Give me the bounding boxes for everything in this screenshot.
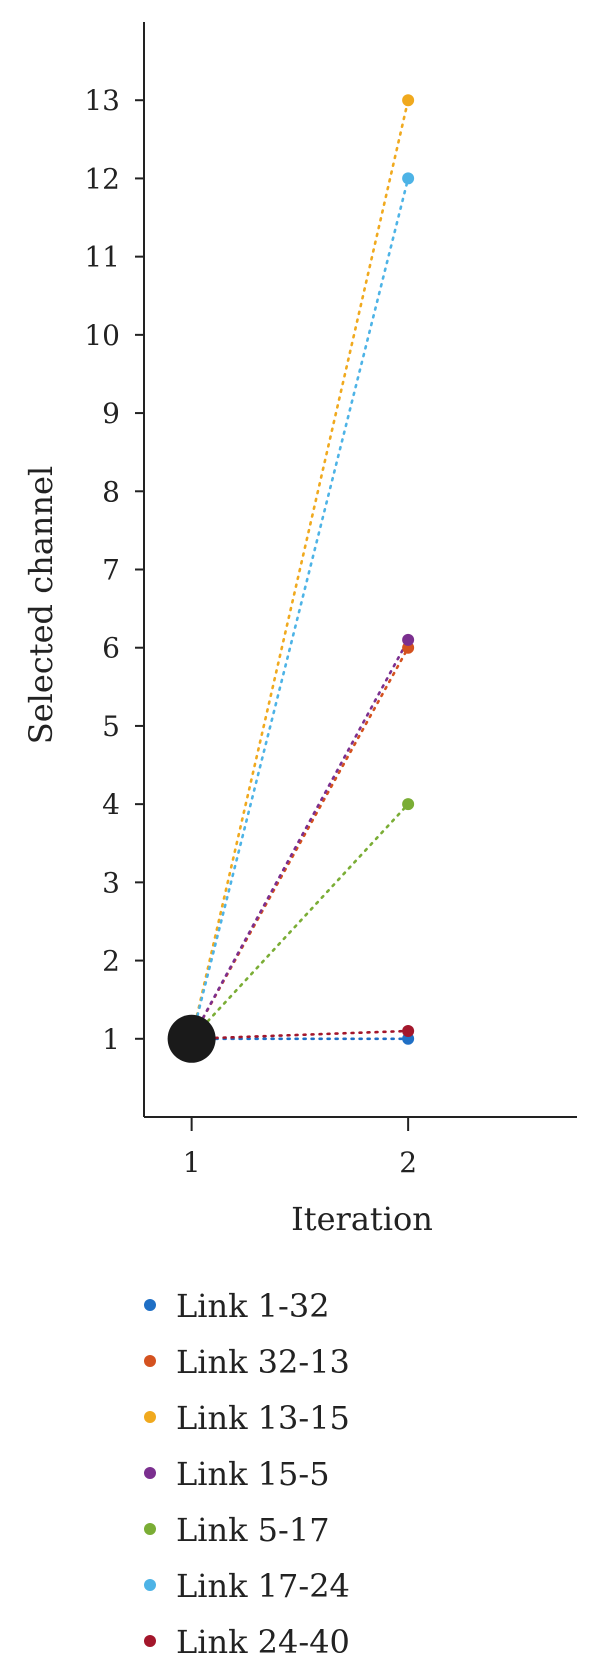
legend: Link 1-32 Link 32-13 Link 13-15 Link 15-5 Li… [144,1287,350,1661]
legend-label: Link 15-5 [176,1455,330,1493]
start-point-marker [167,1014,216,1063]
y-tick-label: 10 [84,319,120,352]
legend-marker [144,1355,156,1367]
data-point-4 [402,633,415,646]
legend-label: Link 17-24 [176,1567,350,1605]
y-tick-label: 13 [84,84,120,117]
series-points [167,94,415,1063]
y-tick-label: 9 [102,397,120,430]
y-tick-label: 11 [84,241,120,274]
legend-label: Link 1-32 [176,1287,330,1325]
series-line-4 [190,638,410,1041]
x-tick-label: 2 [399,1146,417,1179]
x-tick-label: 1 [183,1146,201,1179]
y-tick-label: 5 [102,710,120,743]
y-tick-label: 3 [102,866,120,899]
series-line-5 [190,802,410,1041]
legend-marker [144,1299,156,1311]
y-tick-label: 6 [102,632,120,665]
legend-label: Link 5-17 [176,1511,330,1549]
series-line-3 [190,98,410,1041]
series-line-6 [190,177,410,1041]
legend-marker [144,1579,156,1591]
legend-marker [144,1467,156,1479]
data-point-5 [402,798,415,811]
legend-marker [144,1523,156,1535]
legend-marker [144,1635,156,1647]
series-lines [190,98,410,1041]
legend-marker [144,1411,156,1423]
y-tick-label: 12 [84,162,120,195]
x-axis-title: Iteration [291,1200,433,1238]
y-tick-label: 1 [102,1023,120,1056]
data-point-3 [402,94,415,107]
legend-label: Link 32-13 [176,1343,350,1381]
data-point-6 [402,172,415,185]
y-tick-label: 8 [102,475,120,508]
y-tick-label: 2 [102,945,120,978]
y-axis-title: Selected channel [22,466,60,744]
data-point-7 [402,1024,415,1037]
y-tick-label: 7 [102,554,120,587]
legend-label: Link 13-15 [176,1399,350,1437]
legend-label: Link 24-40 [176,1623,350,1661]
y-tick-label: 4 [102,788,120,821]
